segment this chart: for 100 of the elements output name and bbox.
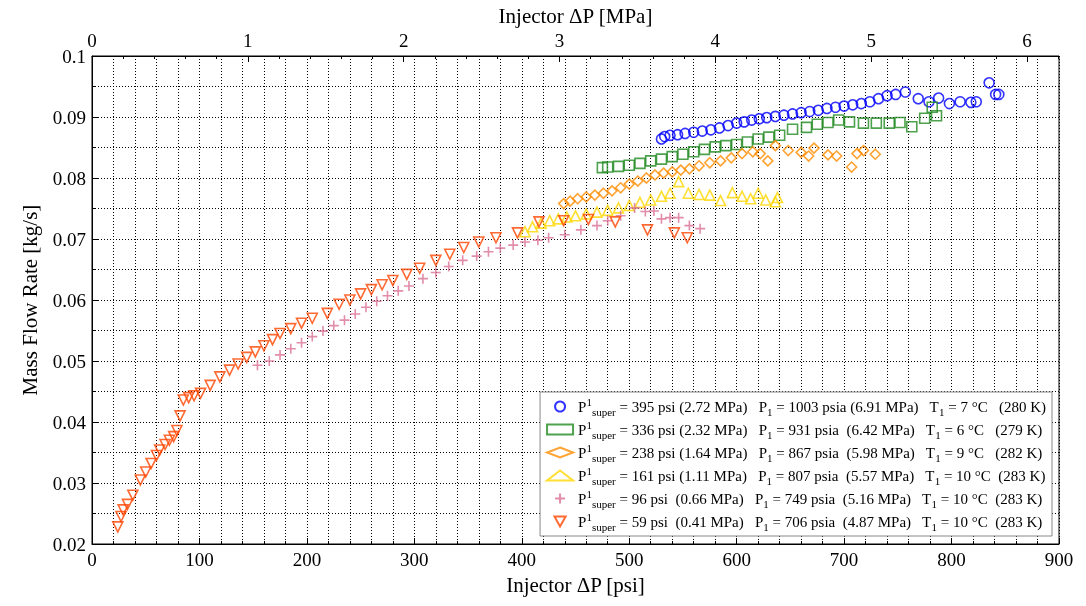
point: [648, 205, 660, 217]
point: [639, 205, 652, 218]
point: [266, 333, 279, 346]
point: [693, 160, 705, 172]
point: [709, 141, 721, 153]
point: [306, 312, 319, 325]
point: [923, 95, 935, 108]
x-axis-title: Injector ΔP [psi]: [506, 572, 645, 597]
point: [145, 457, 157, 470]
point: [954, 95, 966, 108]
point: [912, 92, 925, 105]
point: [714, 194, 727, 207]
point: [403, 280, 415, 292]
point: [681, 231, 694, 244]
point: [526, 221, 539, 233]
point: [333, 298, 345, 311]
point: [306, 330, 319, 343]
point: [822, 149, 834, 161]
point: [623, 159, 636, 171]
point: [159, 438, 171, 451]
point: [182, 391, 195, 404]
point: [671, 128, 684, 141]
point: [778, 109, 790, 121]
y-tick-label: 0.04: [52, 411, 87, 433]
point: [822, 116, 834, 129]
point: [930, 109, 943, 122]
point: [851, 147, 863, 160]
point: [918, 112, 931, 125]
point: [666, 150, 678, 163]
point: [760, 111, 773, 124]
point: [194, 387, 207, 400]
point: [134, 474, 147, 486]
point: [597, 187, 610, 200]
point: [258, 339, 270, 352]
x-tick-label: 100: [185, 549, 214, 570]
point: [845, 161, 858, 173]
point: [795, 106, 807, 119]
point: [698, 143, 711, 156]
point: [722, 119, 734, 132]
point: [811, 118, 824, 131]
point: [983, 77, 995, 89]
point: [456, 254, 469, 267]
point: [682, 187, 695, 200]
point: [295, 336, 308, 349]
point: [894, 116, 906, 129]
point: [223, 364, 236, 376]
x-tick-label: 500: [614, 549, 644, 570]
point: [730, 138, 743, 151]
point: [575, 224, 587, 236]
point: [649, 169, 661, 181]
point: [872, 92, 885, 105]
point: [664, 211, 676, 224]
point: [614, 210, 627, 222]
point: [284, 322, 297, 335]
point: [730, 117, 743, 129]
point: [482, 246, 495, 258]
point: [511, 227, 524, 239]
point: [881, 89, 893, 102]
point: [746, 145, 759, 158]
point: [117, 504, 129, 516]
point: [889, 88, 902, 101]
y-tick-label: 0.03: [52, 472, 86, 494]
point: [344, 294, 356, 306]
point: [744, 192, 757, 205]
point: [413, 262, 426, 275]
point: [163, 434, 176, 447]
point: [672, 211, 685, 224]
point: [430, 266, 442, 279]
point: [365, 283, 378, 296]
point: [601, 204, 614, 217]
point: [769, 139, 782, 152]
point: [557, 214, 570, 227]
point: [601, 214, 614, 227]
point: [725, 152, 738, 164]
point: [470, 250, 483, 262]
point: [284, 343, 297, 355]
point: [360, 301, 372, 314]
point: [829, 101, 842, 114]
point: [240, 351, 253, 364]
point: [623, 178, 636, 190]
y-tick-label: 0.08: [52, 167, 86, 189]
x-tick-label: 0: [87, 549, 97, 570]
point: [762, 155, 774, 167]
point: [601, 161, 614, 173]
point: [736, 147, 748, 160]
point: [564, 195, 576, 207]
point: [989, 88, 1002, 101]
point: [870, 117, 883, 129]
x-tick-label: 200: [292, 549, 322, 570]
point: [569, 210, 582, 222]
point: [899, 86, 912, 98]
point: [832, 114, 845, 126]
point: [295, 317, 308, 329]
point: [188, 389, 200, 402]
point: [677, 148, 689, 161]
point: [251, 359, 264, 372]
point: [693, 188, 705, 201]
point: [943, 97, 956, 110]
point: [430, 254, 442, 267]
point: [644, 194, 657, 206]
